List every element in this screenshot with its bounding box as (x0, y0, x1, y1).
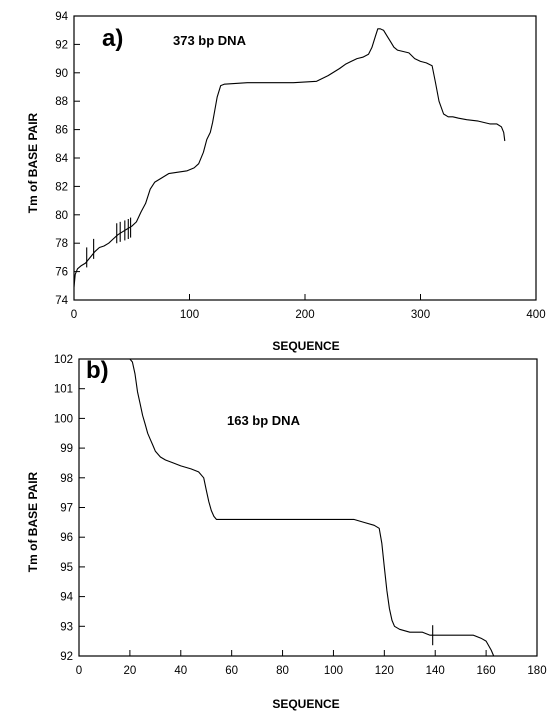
x-axis-title-a: SEQUENCE (272, 339, 339, 353)
y-tick-label: 80 (55, 210, 68, 222)
y-tick-label: 102 (54, 354, 73, 366)
y-axis-title-b: Tm of BASE PAIR (26, 471, 40, 572)
y-tick-label: 90 (55, 68, 68, 80)
x-tick-label: 180 (527, 665, 546, 677)
x-tick-label: 40 (174, 665, 187, 677)
panel-label-b: b) (86, 357, 109, 384)
x-tick-label: 120 (375, 665, 394, 677)
y-tick-label: 78 (55, 238, 68, 250)
panel-label-a: a) (102, 25, 123, 52)
y-tick-label: 97 (60, 503, 73, 515)
annotation-373bp: 373 bp DNA (173, 33, 247, 48)
y-tick-label: 98 (60, 473, 73, 485)
x-tick-label: 0 (71, 309, 77, 321)
x-tick-label: 160 (477, 665, 496, 677)
annotation-163bp: 163 bp DNA (227, 413, 301, 428)
y-tick-label: 74 (55, 295, 68, 307)
x-tick-label: 300 (411, 309, 430, 321)
x-tick-label: 200 (295, 309, 314, 321)
y-tick-label: 100 (54, 413, 73, 425)
plot-frame (73, 15, 537, 301)
tm-profile-line (73, 28, 506, 288)
chart-panel-a: a) 373 bp DNA SEQUENCE Tm of BASE PAIR 7… (26, 11, 546, 353)
x-tick-label: 400 (526, 309, 545, 321)
x-tick-label: 80 (276, 665, 289, 677)
x-tick-label: 0 (76, 665, 82, 677)
plot-frame (78, 358, 538, 657)
y-tick-label: 94 (60, 592, 73, 604)
y-tick-label: 95 (60, 562, 73, 574)
chart-panel-b: b) 163 bp DNA SEQUENCE Tm of BASE PAIR 9… (26, 354, 547, 711)
x-tick-label: 60 (225, 665, 238, 677)
y-tick-label: 86 (55, 125, 68, 137)
y-tick-label: 76 (55, 267, 68, 279)
y-tick-label: 88 (55, 96, 68, 108)
y-tick-label: 92 (55, 39, 68, 51)
y-tick-label: 99 (60, 443, 73, 455)
y-tick-label: 94 (55, 11, 68, 23)
y-tick-label: 96 (60, 532, 73, 544)
y-axis-title-a: Tm of BASE PAIR (26, 112, 40, 213)
x-axis-title-b: SEQUENCE (272, 697, 339, 711)
y-tick-label: 82 (55, 181, 68, 193)
y-tick-label: 92 (60, 651, 73, 663)
y-tick-label: 93 (60, 621, 73, 633)
y-tick-label: 101 (54, 384, 73, 396)
x-tick-label: 100 (180, 309, 199, 321)
y-tick-label: 84 (55, 153, 68, 165)
tm-profile-line (79, 358, 495, 657)
x-tick-label: 100 (324, 665, 343, 677)
x-tick-label: 20 (123, 665, 136, 677)
x-tick-label: 140 (426, 665, 445, 677)
